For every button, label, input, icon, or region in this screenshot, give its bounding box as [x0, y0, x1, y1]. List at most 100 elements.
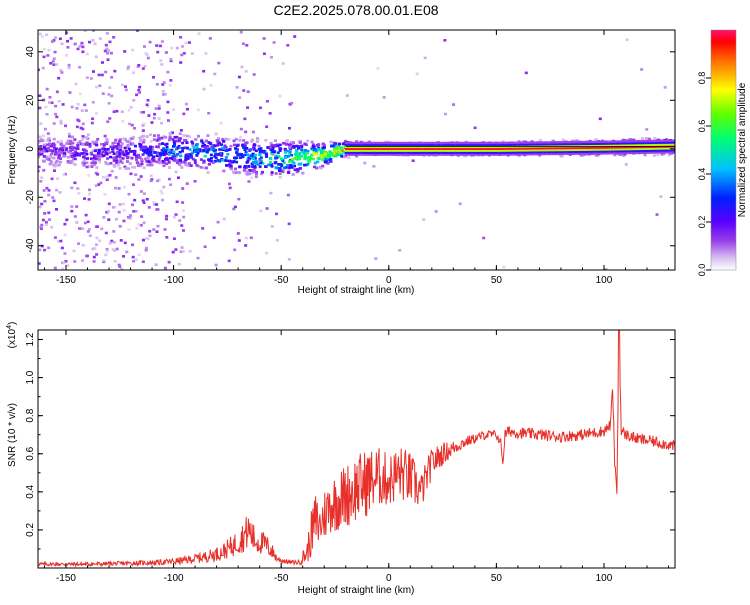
heatmap-cell	[132, 210, 136, 213]
heatmap-cell	[81, 138, 85, 141]
heatmap-cell	[147, 160, 151, 164]
heatmap-cell	[605, 150, 609, 153]
heatmap-cell	[584, 150, 588, 153]
heatmap-cell	[424, 153, 428, 156]
heatmap-cell	[291, 141, 295, 144]
heatmap-cell	[216, 143, 220, 147]
heatmap-cell	[244, 69, 248, 73]
heatmap-cell	[224, 156, 228, 159]
heatmap-cell	[238, 138, 242, 142]
heatmap-cell	[628, 138, 632, 141]
heatmap-cell	[287, 222, 291, 226]
heatmap-cell	[130, 203, 134, 207]
heatmap-cell	[380, 145, 384, 149]
heatmap-cell	[159, 59, 163, 62]
heatmap-cell	[97, 73, 101, 77]
heatmap-cell	[646, 139, 650, 143]
heatmap-cell	[319, 166, 323, 170]
heatmap-cell	[161, 159, 165, 163]
heatmap-cell	[504, 141, 508, 145]
heatmap-cell	[168, 148, 172, 152]
heatmap-cell	[592, 140, 596, 144]
heatmap-cell	[131, 48, 135, 52]
heatmap-cell	[240, 65, 244, 69]
heatmap-cell	[179, 129, 183, 132]
heatmap-cell	[501, 140, 505, 143]
heatmap-cell	[504, 149, 508, 152]
heatmap-cell	[113, 259, 117, 263]
heatmap-cell	[168, 83, 172, 87]
heatmap-cell	[667, 143, 671, 146]
heatmap-cell	[248, 169, 252, 172]
heatmap-cell	[137, 253, 141, 257]
heatmap-cell	[288, 146, 292, 149]
heatmap-cell	[429, 147, 433, 150]
heatmap-cell	[228, 186, 232, 190]
heatmap-cell	[476, 143, 480, 147]
heatmap-cell	[174, 213, 178, 216]
heatmap-cell	[114, 186, 118, 190]
heatmap-cell	[265, 99, 269, 103]
heatmap-cell	[422, 141, 425, 145]
heatmap-cell	[450, 153, 454, 156]
heatmap-cell	[202, 160, 206, 163]
heatmap-cell	[626, 140, 629, 143]
heatmap-cell	[303, 142, 307, 146]
heatmap-cell	[232, 143, 236, 147]
heatmap-cell	[127, 65, 131, 69]
heatmap-cell	[504, 147, 508, 150]
heatmap-cell	[291, 173, 295, 176]
heatmap-cell	[352, 153, 356, 156]
heatmap-cell	[158, 152, 162, 155]
heatmap-cell	[259, 172, 263, 176]
colorbar	[710, 29, 737, 271]
heatmap-cell	[47, 246, 51, 250]
heatmap-cell	[69, 152, 73, 156]
heatmap-cell	[93, 154, 97, 158]
heatmap-cell	[254, 172, 258, 176]
heatmap-cell	[38, 68, 41, 72]
heatmap-cell	[174, 154, 178, 158]
heatmap-cell	[122, 137, 126, 140]
heatmap-cell	[602, 142, 606, 145]
heatmap-cell	[252, 73, 256, 76]
heatmap-cell	[138, 91, 142, 94]
heatmap-cell	[226, 153, 230, 156]
heatmap-cell	[180, 149, 184, 153]
heatmap-cell	[42, 134, 46, 137]
heatmap-cell	[460, 143, 464, 147]
heatmap-cell	[54, 161, 58, 164]
heatmap-cell	[244, 150, 248, 154]
heatmap-cell	[50, 177, 54, 181]
heatmap-cell	[107, 93, 111, 96]
heatmap-cell	[556, 150, 560, 154]
heatmap-cell	[455, 151, 459, 154]
heatmap-cell	[419, 151, 423, 154]
heatmap-cell	[189, 152, 193, 156]
heatmap-cell	[327, 157, 331, 161]
heatmap-cell	[404, 147, 407, 150]
heatmap-cell	[257, 147, 261, 151]
heatmap-cell	[184, 157, 188, 160]
heatmap-cell	[140, 146, 144, 150]
heatmap-cell	[128, 162, 132, 165]
heatmap-cell	[659, 143, 663, 146]
heatmap-cell	[193, 179, 197, 183]
heatmap-cell	[125, 250, 129, 254]
heatmap-cell	[73, 163, 77, 166]
heatmap-cell	[91, 247, 95, 251]
heatmap-cell	[538, 152, 542, 156]
heatmap-cell	[551, 146, 554, 150]
heatmap-cell	[626, 144, 629, 147]
heatmap-cell	[333, 142, 337, 145]
heatmap-cell	[579, 140, 583, 144]
heatmap-cell	[112, 152, 116, 155]
heatmap-cell	[220, 154, 224, 157]
heatmap-cell	[388, 149, 392, 152]
heatmap-cell	[584, 148, 588, 151]
heatmap-cell	[317, 146, 321, 150]
heatmap-cell	[47, 158, 51, 161]
heatmap-cell	[91, 149, 95, 153]
heatmap-cell	[667, 149, 671, 152]
